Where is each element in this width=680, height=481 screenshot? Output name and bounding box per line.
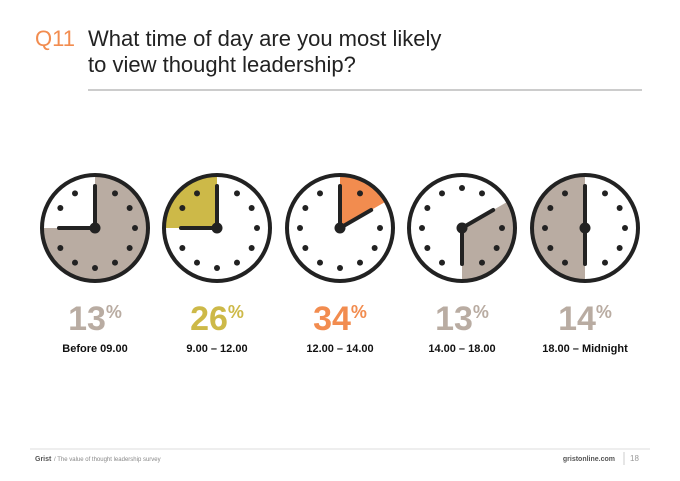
clock-dot bbox=[377, 225, 383, 231]
clock-dot bbox=[234, 259, 240, 266]
time-range: 12.00 – 14.00 bbox=[306, 343, 373, 355]
footer-subtitle: / The value of thought leadership survey bbox=[54, 457, 161, 463]
question-title: to view thought leadership? bbox=[88, 52, 356, 77]
clock-dot bbox=[57, 205, 64, 211]
clock-dot bbox=[357, 190, 363, 197]
clock-dot bbox=[622, 225, 628, 231]
clock-rim bbox=[285, 173, 395, 283]
clock-dot bbox=[424, 245, 431, 251]
percentage: 26% bbox=[190, 300, 244, 338]
percentage-unit: % bbox=[106, 302, 122, 322]
clock-dot bbox=[562, 190, 568, 197]
clock-dot bbox=[357, 259, 363, 266]
clock-dot bbox=[602, 259, 608, 266]
time-range: Before 09.00 bbox=[62, 343, 127, 355]
clock-dot bbox=[72, 190, 78, 197]
clock-dot bbox=[57, 245, 64, 251]
clock-dot bbox=[337, 265, 343, 271]
clock-dot bbox=[419, 225, 425, 231]
percentage-value: 13 bbox=[68, 300, 106, 338]
clock-dot bbox=[542, 225, 548, 231]
percentage-unit: % bbox=[473, 302, 489, 322]
clock-dot bbox=[616, 205, 623, 211]
time-range: 9.00 – 12.00 bbox=[186, 343, 247, 355]
question-title: What time of day are you most likely bbox=[88, 26, 441, 51]
clock-dot bbox=[479, 190, 485, 197]
clock-dot bbox=[194, 259, 200, 266]
clock-dot bbox=[547, 205, 554, 211]
clock-rim bbox=[530, 173, 640, 283]
clock-dot bbox=[439, 190, 445, 197]
clock-dot bbox=[194, 190, 200, 197]
clock-dot bbox=[214, 265, 220, 271]
clock-dot bbox=[547, 245, 554, 251]
percentage-value: 13 bbox=[435, 300, 473, 338]
clock-dot bbox=[317, 190, 323, 197]
percentage: 34% bbox=[313, 300, 367, 338]
clock-dot bbox=[234, 190, 240, 197]
percentage-unit: % bbox=[228, 302, 244, 322]
clock-dot bbox=[112, 259, 118, 266]
clock-dot bbox=[248, 245, 255, 251]
clock-dot bbox=[132, 225, 138, 231]
clock-dot bbox=[302, 205, 309, 211]
clock-center bbox=[89, 222, 101, 234]
time-range: 18.00 – Midnight bbox=[542, 343, 628, 355]
percentage: 14% bbox=[558, 300, 612, 338]
clock-dot bbox=[479, 259, 485, 266]
percentage: 13% bbox=[435, 300, 489, 338]
percentage-value: 26 bbox=[190, 300, 228, 338]
clock-dot bbox=[562, 259, 568, 266]
clock-rim bbox=[407, 173, 517, 283]
percentage-unit: % bbox=[351, 302, 367, 322]
clock-sector bbox=[532, 175, 585, 281]
clock-dot bbox=[92, 265, 98, 271]
time-range: 14.00 – 18.00 bbox=[428, 343, 495, 355]
clock-dot bbox=[179, 245, 186, 251]
clock-center bbox=[579, 222, 591, 234]
clock-rim bbox=[40, 173, 150, 283]
clock-dot bbox=[371, 245, 378, 251]
clock-dot bbox=[126, 205, 133, 211]
clock-dot bbox=[317, 259, 323, 266]
percentage: 13% bbox=[68, 300, 122, 338]
clock-center bbox=[334, 222, 346, 234]
footer-brand: Grist bbox=[35, 456, 52, 463]
clock-dot bbox=[254, 225, 260, 231]
clock-dot bbox=[424, 205, 431, 211]
clock-rim bbox=[162, 173, 272, 283]
clock-dot bbox=[616, 245, 623, 251]
clock-dot bbox=[72, 259, 78, 266]
percentage-unit: % bbox=[596, 302, 612, 322]
clock-dot bbox=[602, 190, 608, 197]
footer-site: gristonline.com bbox=[563, 456, 615, 463]
clock-dot bbox=[459, 185, 465, 191]
clock-hand bbox=[338, 208, 374, 230]
clock-dot bbox=[302, 245, 309, 251]
question-label: Q11 bbox=[35, 26, 75, 51]
clock-dot bbox=[126, 245, 133, 251]
clock-sector bbox=[164, 175, 217, 228]
page-number: 18 bbox=[630, 454, 639, 463]
clock-hand bbox=[460, 208, 496, 230]
clock-center bbox=[456, 222, 468, 234]
clock-dot bbox=[297, 225, 303, 231]
clock-dot bbox=[493, 245, 500, 251]
clock-dot bbox=[179, 205, 186, 211]
clock-dot bbox=[112, 190, 118, 197]
clock-dot bbox=[248, 205, 255, 211]
clock-dot bbox=[439, 259, 445, 266]
percentage-value: 14 bbox=[558, 300, 596, 338]
clock-dot bbox=[499, 225, 505, 231]
percentage-value: 34 bbox=[313, 300, 351, 338]
clock-center bbox=[211, 222, 223, 234]
